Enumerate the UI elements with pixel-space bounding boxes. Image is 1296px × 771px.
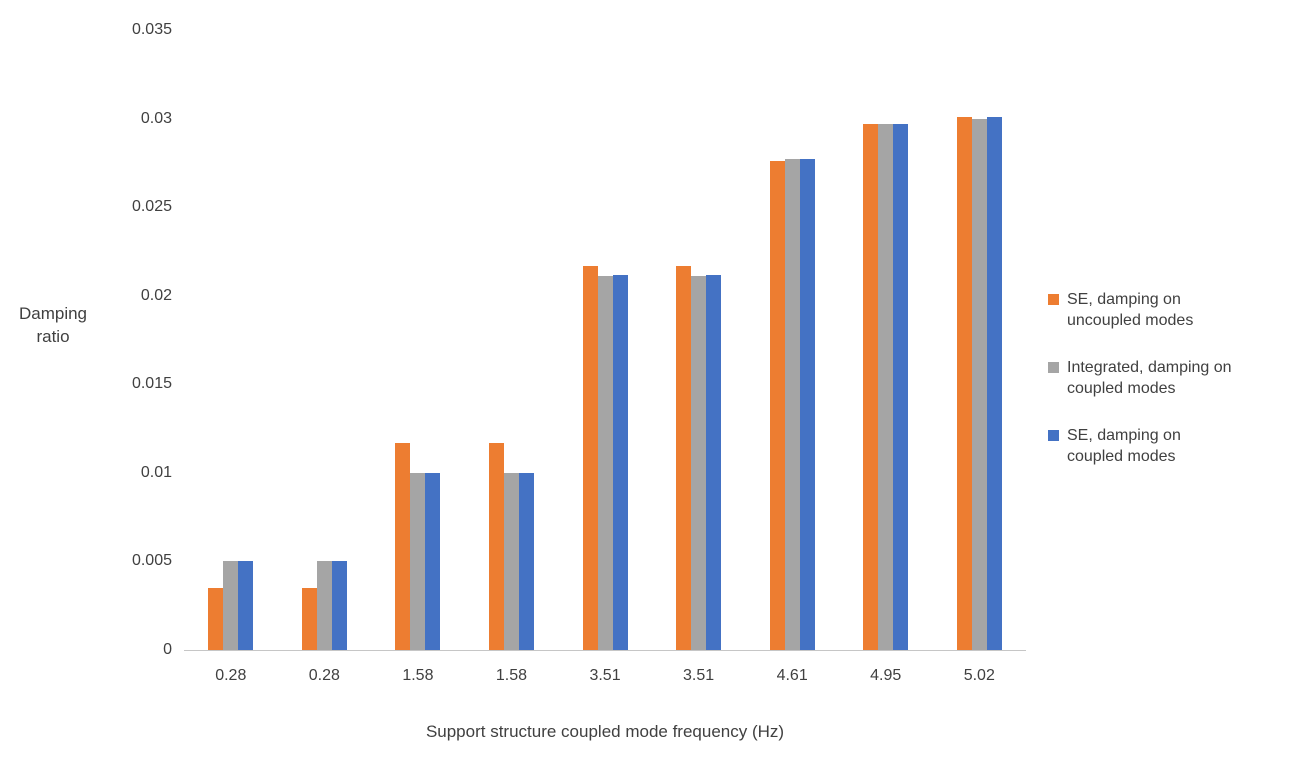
bar-integrated-coupled <box>691 276 707 650</box>
bar-integrated-coupled <box>316 561 332 650</box>
x-tick-label: 1.58 <box>495 667 528 684</box>
legend-swatch-se-uncoupled <box>1048 294 1059 305</box>
legend-label: SE, damping on coupled modes <box>1067 427 1181 465</box>
bar-group <box>465 442 559 650</box>
legend-item: SE, damping on uncoupled modes <box>1048 289 1237 331</box>
legend: SE, damping on uncoupled modes Integrate… <box>1048 289 1237 467</box>
bar-se-coupled <box>799 159 815 650</box>
y-tick-label: 0.03 <box>140 109 172 127</box>
bar-se-uncoupled <box>582 265 598 650</box>
bar-se-coupled <box>518 472 534 650</box>
bar-group <box>371 442 465 650</box>
x-tick-label: 1.58 <box>402 667 434 684</box>
plot-area <box>184 30 1026 651</box>
bar-se-coupled <box>986 116 1002 650</box>
bar-se-uncoupled <box>301 588 317 650</box>
bar-se-coupled <box>238 561 254 650</box>
x-tick-label: 4.61 <box>776 667 808 684</box>
x-tick-label: 3.51 <box>683 667 715 684</box>
bar-integrated-coupled <box>878 123 894 650</box>
bar-group <box>652 265 746 650</box>
legend-item: Integrated, damping on coupled modes <box>1048 357 1237 399</box>
bar-se-uncoupled <box>676 265 692 650</box>
bar-group <box>745 159 839 650</box>
legend-label: SE, damping on uncoupled modes <box>1067 291 1194 329</box>
legend-label: Integrated, damping on coupled modes <box>1067 359 1232 397</box>
x-axis-ticks: 0.28 0.28 1.58 1.58 3.51 3.51 4.61 4.95 5.02 <box>184 666 1026 686</box>
bar-se-uncoupled <box>395 442 411 650</box>
bar-group <box>278 561 372 650</box>
y-axis-title: Damping ratio <box>18 304 88 346</box>
x-tick-label: 3.51 <box>589 667 621 684</box>
bar-se-uncoupled <box>488 442 504 650</box>
bar-group <box>839 123 933 650</box>
y-tick-label: 0 <box>163 641 172 658</box>
y-tick-label: 0.02 <box>140 286 172 304</box>
bar-integrated-coupled <box>597 276 613 650</box>
legend-swatch-se-coupled <box>1048 430 1059 441</box>
x-tick-label: 0.28 <box>308 667 340 684</box>
y-tick-label: 0.005 <box>131 552 172 570</box>
bar-integrated-coupled <box>971 118 987 650</box>
bar-se-coupled <box>425 472 441 650</box>
bar-se-uncoupled <box>769 161 785 650</box>
x-tick-label: 4.95 <box>870 667 902 684</box>
bar-integrated-coupled <box>223 561 239 650</box>
bar-se-coupled <box>706 274 722 650</box>
legend-swatch-integrated-coupled <box>1048 362 1059 373</box>
bar-group <box>933 116 1027 650</box>
y-tick-label: 0.025 <box>131 198 172 216</box>
x-tick-label: 5.02 <box>963 667 995 684</box>
y-tick-label: 0.035 <box>131 21 172 38</box>
x-axis-title: Support structure coupled mode frequency… <box>425 722 785 741</box>
bar-integrated-coupled <box>503 472 519 650</box>
bar-se-uncoupled <box>956 116 972 650</box>
bar-se-uncoupled <box>208 588 224 650</box>
bar-integrated-coupled <box>784 159 800 650</box>
bar-se-coupled <box>612 274 628 650</box>
y-tick-label: 0.015 <box>131 375 172 393</box>
bar-integrated-coupled <box>410 472 426 650</box>
x-tick-label: 0.28 <box>215 667 247 684</box>
bar-se-coupled <box>331 561 347 650</box>
bar-group <box>558 265 652 650</box>
bar-se-uncoupled <box>863 123 879 650</box>
y-tick-label: 0.01 <box>140 463 172 481</box>
bar-se-coupled <box>893 123 909 650</box>
legend-item: SE, damping on coupled modes <box>1048 425 1237 467</box>
bar-group <box>184 561 278 650</box>
